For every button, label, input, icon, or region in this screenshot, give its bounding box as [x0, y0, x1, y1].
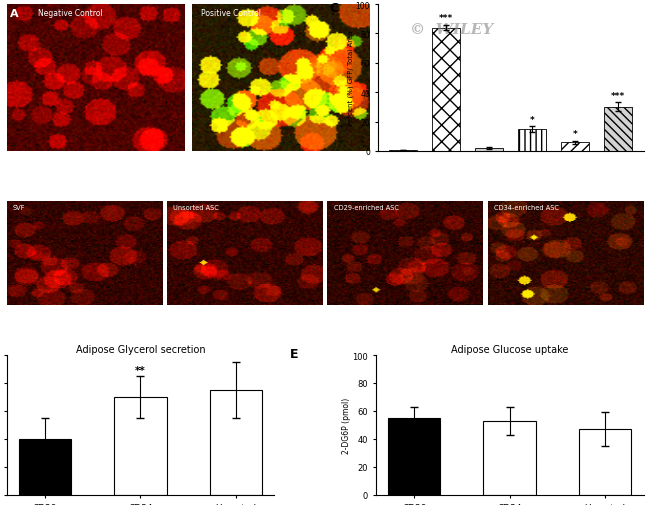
Title: Adipose Glucose uptake: Adipose Glucose uptake [451, 344, 568, 355]
Title: Adipose Glycerol secretion: Adipose Glycerol secretion [75, 344, 205, 355]
Text: C: C [330, 2, 339, 15]
Bar [432, 28, 460, 152]
Text: A: A [10, 10, 19, 19]
Y-axis label: Percent (%) GFP/ Total Area: Percent (%) GFP/ Total Area [348, 31, 354, 126]
Bar [19, 439, 71, 495]
Text: Negative Control: Negative Control [38, 10, 103, 18]
Bar [389, 151, 417, 152]
Text: CD29-enriched ASC: CD29-enriched ASC [333, 204, 398, 210]
Text: ©  WILEY: © WILEY [410, 23, 493, 36]
Bar [561, 143, 589, 152]
Bar [604, 108, 632, 152]
Bar [579, 429, 631, 495]
Bar [518, 130, 546, 152]
Bar [388, 418, 441, 495]
Text: E: E [290, 347, 299, 360]
Text: **: ** [135, 366, 146, 375]
Text: CD34-enriched ASC: CD34-enriched ASC [494, 204, 559, 210]
Y-axis label: 2-DG6P (pmol): 2-DG6P (pmol) [342, 397, 351, 453]
Bar [114, 397, 166, 495]
Text: ***: *** [439, 14, 453, 23]
Text: ***: *** [610, 92, 625, 101]
Bar [209, 390, 262, 495]
Text: *: * [573, 130, 577, 139]
Bar [475, 148, 503, 152]
Text: *: * [530, 116, 534, 125]
Text: Unsorted ASC: Unsorted ASC [173, 204, 219, 210]
Text: Positive Control: Positive Control [201, 10, 261, 18]
Bar [484, 421, 536, 495]
Text: SVF: SVF [13, 204, 25, 210]
